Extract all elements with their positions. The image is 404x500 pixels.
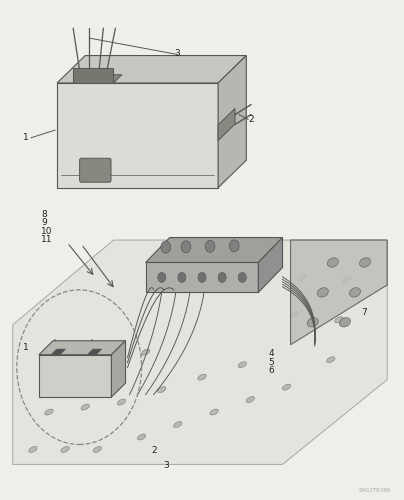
Polygon shape xyxy=(57,83,218,188)
Ellipse shape xyxy=(141,349,150,355)
Ellipse shape xyxy=(290,312,299,318)
Ellipse shape xyxy=(326,356,335,362)
Text: 5: 5 xyxy=(268,358,274,366)
Ellipse shape xyxy=(210,409,218,415)
Text: 9: 9 xyxy=(41,218,47,227)
Ellipse shape xyxy=(158,386,166,392)
Circle shape xyxy=(158,272,166,282)
Circle shape xyxy=(218,272,226,282)
Text: 7: 7 xyxy=(361,308,367,317)
Polygon shape xyxy=(290,240,387,344)
Polygon shape xyxy=(218,56,246,188)
Ellipse shape xyxy=(246,396,255,402)
Ellipse shape xyxy=(238,362,246,368)
Text: S9G2TR386: S9G2TR386 xyxy=(359,488,391,494)
Ellipse shape xyxy=(45,409,53,415)
Ellipse shape xyxy=(327,258,339,267)
Text: 3: 3 xyxy=(174,48,179,58)
Polygon shape xyxy=(112,340,126,397)
Circle shape xyxy=(181,241,191,252)
Ellipse shape xyxy=(29,446,37,452)
Ellipse shape xyxy=(117,399,126,405)
Circle shape xyxy=(238,272,246,282)
Text: 6: 6 xyxy=(268,366,274,375)
Polygon shape xyxy=(218,108,235,140)
Ellipse shape xyxy=(93,446,101,452)
Ellipse shape xyxy=(335,317,343,323)
Circle shape xyxy=(198,272,206,282)
Ellipse shape xyxy=(282,384,291,390)
Text: 2: 2 xyxy=(248,115,254,124)
Text: 3: 3 xyxy=(164,461,170,470)
Ellipse shape xyxy=(307,318,318,327)
FancyBboxPatch shape xyxy=(80,158,111,182)
Polygon shape xyxy=(57,56,246,83)
Ellipse shape xyxy=(339,318,350,327)
Circle shape xyxy=(205,240,215,252)
Ellipse shape xyxy=(343,277,351,283)
Ellipse shape xyxy=(317,288,328,297)
Text: 4: 4 xyxy=(268,349,274,358)
Polygon shape xyxy=(73,74,122,83)
Ellipse shape xyxy=(360,258,370,267)
Circle shape xyxy=(161,241,170,253)
Ellipse shape xyxy=(174,422,182,428)
Text: 8: 8 xyxy=(41,210,47,218)
Polygon shape xyxy=(73,68,114,83)
Ellipse shape xyxy=(299,274,307,280)
Polygon shape xyxy=(39,354,112,397)
Text: 10: 10 xyxy=(41,226,53,235)
Polygon shape xyxy=(145,262,259,292)
Polygon shape xyxy=(145,238,282,262)
Text: 1: 1 xyxy=(23,134,29,142)
Polygon shape xyxy=(13,240,387,464)
Polygon shape xyxy=(259,238,282,292)
Ellipse shape xyxy=(137,434,146,440)
Text: 11: 11 xyxy=(41,235,53,244)
Ellipse shape xyxy=(101,359,109,365)
Text: 2: 2 xyxy=(152,446,157,455)
Polygon shape xyxy=(87,349,102,354)
Text: 1: 1 xyxy=(23,342,29,351)
Polygon shape xyxy=(39,340,126,354)
Ellipse shape xyxy=(198,374,206,380)
Polygon shape xyxy=(51,349,65,354)
Ellipse shape xyxy=(61,364,69,370)
Circle shape xyxy=(178,272,186,282)
Ellipse shape xyxy=(61,446,69,452)
Ellipse shape xyxy=(349,288,360,297)
Ellipse shape xyxy=(81,404,89,410)
Circle shape xyxy=(229,240,239,252)
